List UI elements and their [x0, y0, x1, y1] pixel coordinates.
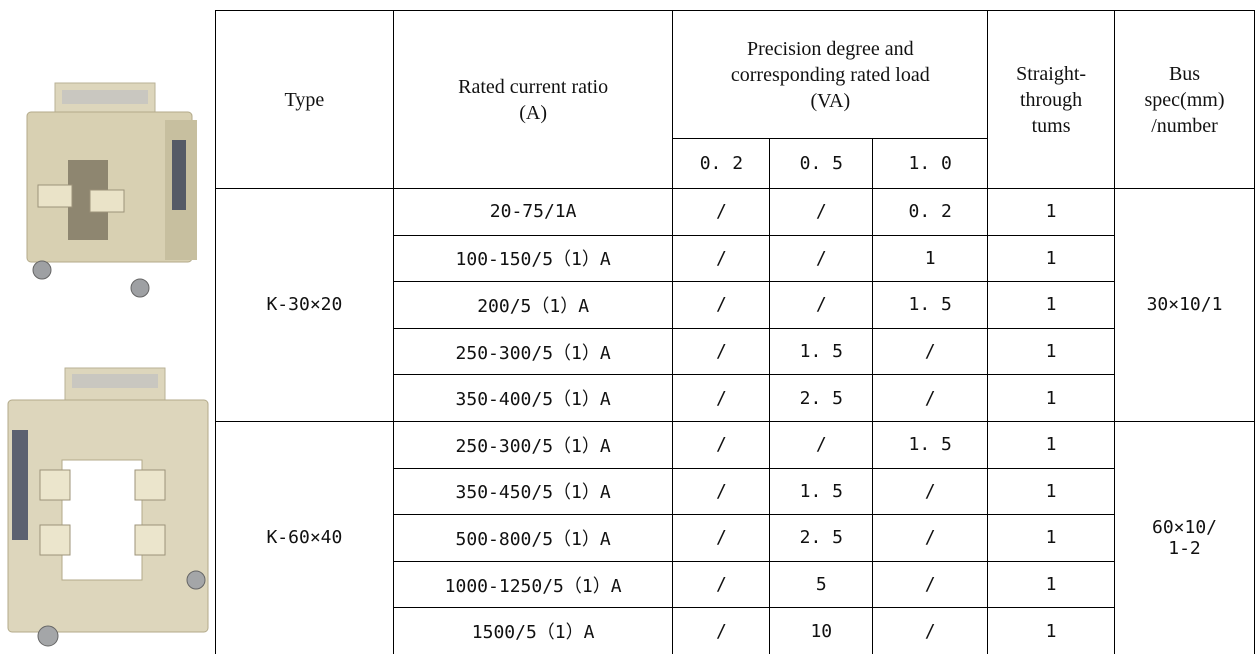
data-cell: /	[673, 515, 770, 562]
data-cell: /	[770, 421, 873, 468]
data-cell: /	[673, 282, 770, 329]
text-line: 60×10/	[1115, 517, 1254, 538]
data-cell: /	[770, 189, 873, 236]
data-cell: 1	[988, 328, 1115, 375]
type-cell: K-30×20	[216, 189, 394, 422]
header-ratio: Rated current ratio(A)	[393, 11, 673, 189]
data-cell: 1	[988, 561, 1115, 608]
data-cell: 1000-1250/5（1）A	[393, 561, 673, 608]
text-line: (VA)	[673, 88, 987, 114]
data-cell: 10	[770, 608, 873, 654]
text-line: /number	[1115, 113, 1254, 139]
text-line: Precision degree and	[673, 36, 987, 62]
data-cell: /	[673, 468, 770, 515]
data-cell: 100-150/5（1）A	[393, 235, 673, 282]
data-cell: 1	[873, 235, 988, 282]
data-cell: 20-75/1A	[393, 189, 673, 236]
data-cell: /	[873, 608, 988, 654]
data-cell: 1. 5	[770, 328, 873, 375]
text-line: corresponding rated load	[673, 62, 987, 88]
data-cell: 1500/5（1）A	[393, 608, 673, 654]
data-cell: /	[770, 282, 873, 329]
product-image-small	[27, 83, 197, 297]
data-cell: 250-300/5（1）A	[393, 421, 673, 468]
data-cell: 1	[988, 189, 1115, 236]
data-cell: 1	[988, 608, 1115, 654]
data-cell: 500-800/5（1）A	[393, 515, 673, 562]
data-cell: 200/5（1）A	[393, 282, 673, 329]
data-cell: 1	[988, 235, 1115, 282]
data-cell: 1	[988, 375, 1115, 422]
data-cell: 1	[988, 282, 1115, 329]
text-line: through	[988, 87, 1114, 113]
header-type: Type	[216, 11, 394, 189]
data-cell: 350-400/5（1）A	[393, 375, 673, 422]
data-cell: 5	[770, 561, 873, 608]
product-image-large	[8, 368, 208, 646]
data-cell: 2. 5	[770, 515, 873, 562]
header-class: 0. 5	[770, 139, 873, 189]
data-cell: 350-450/5（1）A	[393, 468, 673, 515]
data-cell: /	[673, 561, 770, 608]
text-line: 30×10/1	[1115, 294, 1254, 315]
data-cell: 1	[988, 515, 1115, 562]
data-cell: 1. 5	[770, 468, 873, 515]
header-class: 1. 0	[873, 139, 988, 189]
bus-cell: 30×10/1	[1115, 189, 1255, 422]
data-cell: 250-300/5（1）A	[393, 328, 673, 375]
text-line: tums	[988, 113, 1114, 139]
text-line: Rated current ratio	[394, 74, 673, 100]
text-line: 1-2	[1115, 538, 1254, 559]
data-cell: /	[673, 375, 770, 422]
text-line: spec(mm)	[1115, 87, 1254, 113]
data-cell: /	[673, 421, 770, 468]
data-cell: 1	[988, 468, 1115, 515]
text-line: Bus	[1115, 61, 1254, 87]
product-images	[0, 0, 215, 654]
page: TypeRated current ratio(A)Precision degr…	[0, 0, 1255, 654]
data-cell: /	[873, 328, 988, 375]
bus-cell: 60×10/1-2	[1115, 421, 1255, 654]
data-cell: /	[673, 608, 770, 654]
data-cell: 1. 5	[873, 421, 988, 468]
data-cell: /	[873, 561, 988, 608]
type-cell: K-60×40	[216, 421, 394, 654]
data-cell: /	[873, 468, 988, 515]
text-line: Straight-	[988, 61, 1114, 87]
data-cell: /	[673, 328, 770, 375]
data-cell: 1. 5	[873, 282, 988, 329]
data-cell: /	[873, 375, 988, 422]
data-cell: /	[770, 235, 873, 282]
data-cell: 0. 2	[873, 189, 988, 236]
data-cell: /	[873, 515, 988, 562]
header-class: 0. 2	[673, 139, 770, 189]
data-cell: 2. 5	[770, 375, 873, 422]
data-cell: 1	[988, 421, 1115, 468]
data-cell: /	[673, 235, 770, 282]
text-line: (A)	[394, 100, 673, 126]
data-cell: /	[673, 189, 770, 236]
